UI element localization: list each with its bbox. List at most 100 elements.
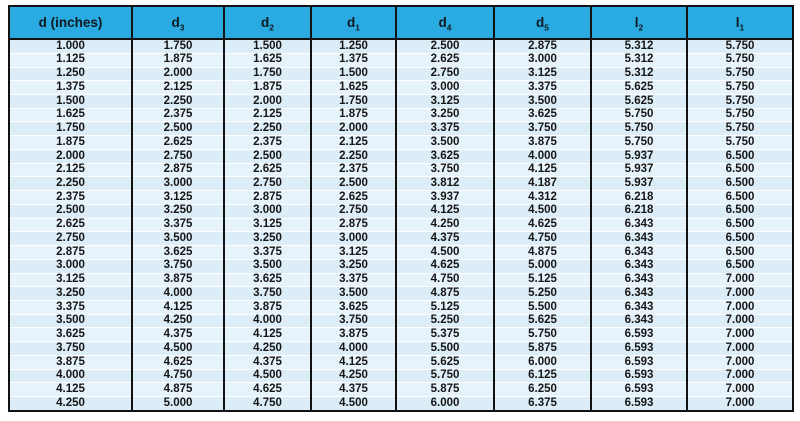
table-cell-d5: 2.875 bbox=[493, 39, 592, 54]
table-cell-d5: 4.750 bbox=[493, 231, 592, 247]
table-cell-d5: 4.187 bbox=[493, 176, 592, 192]
table-cell-l1: 7.000 bbox=[686, 355, 794, 370]
table-cell-l1: 7.000 bbox=[686, 382, 794, 398]
table-cell-d: 3.125 bbox=[8, 273, 133, 288]
table-cell-l1: 6.500 bbox=[686, 163, 794, 178]
table-cell-d1: 2.250 bbox=[310, 149, 397, 164]
table-cell-d4: 3.625 bbox=[395, 149, 495, 164]
table-cell-d1: 3.375 bbox=[310, 273, 397, 288]
table-cell-d3: 3.000 bbox=[131, 176, 225, 192]
column-header-subscript: 1 bbox=[739, 22, 745, 33]
table-cell-d: 1.375 bbox=[8, 80, 133, 95]
table-cell-d5: 6.000 bbox=[493, 355, 592, 370]
table-cell-l1: 5.750 bbox=[686, 121, 794, 137]
table-cell-d1: 4.500 bbox=[310, 396, 397, 413]
table-row: 1.500 2.250 2.000 1.750 3.125 3.500 5.625 5.750 bbox=[8, 94, 794, 109]
table-cell-d2: 4.750 bbox=[223, 396, 312, 413]
table-cell-d: 4.000 bbox=[8, 369, 133, 384]
table-cell-d4: 6.000 bbox=[395, 396, 495, 413]
table-cell-d3: 3.625 bbox=[131, 245, 225, 260]
table-cell-d3: 2.000 bbox=[131, 67, 225, 82]
table-cell-d2: 2.750 bbox=[223, 176, 312, 192]
table-row: 1.750 2.500 2.250 2.000 3.375 3.750 5.750 5.750 bbox=[8, 121, 794, 137]
table-cell-d: 3.875 bbox=[8, 355, 133, 370]
table-row: 1.125 1.875 1.625 1.375 2.625 3.000 5.312 5.750 bbox=[8, 53, 794, 68]
table-cell-d5: 4.625 bbox=[493, 218, 592, 233]
table-cell-d1: 2.875 bbox=[310, 218, 397, 233]
column-header-l1: l1 bbox=[686, 5, 794, 40]
table-cell-d3: 4.750 bbox=[131, 369, 225, 384]
column-header-subscript: 4 bbox=[446, 22, 452, 33]
table-cell-d3: 2.625 bbox=[131, 135, 225, 150]
table-cell-d3: 4.250 bbox=[131, 314, 225, 329]
table-cell-d3: 4.375 bbox=[131, 327, 225, 343]
table-header: d (inches) d3 d2 d1 d4 d5 l2 l1 bbox=[8, 5, 794, 40]
table-cell-l2: 5.750 bbox=[590, 121, 688, 137]
table-cell-l2: 6.593 bbox=[590, 369, 688, 384]
table-cell-d5: 4.500 bbox=[493, 204, 592, 219]
table-cell-l1: 7.000 bbox=[686, 369, 794, 384]
table-cell-d1: 1.500 bbox=[310, 67, 397, 82]
table-cell-d1: 4.375 bbox=[310, 382, 397, 398]
table-cell-d: 3.000 bbox=[8, 259, 133, 274]
table-cell-d4: 4.125 bbox=[395, 204, 495, 219]
table-cell-d: 4.125 bbox=[8, 382, 133, 398]
table-cell-d4: 5.250 bbox=[395, 314, 495, 329]
table-cell-l2: 5.312 bbox=[590, 67, 688, 82]
table-cell-d3: 1.750 bbox=[131, 39, 225, 54]
table-row: 4.000 4.750 4.500 4.250 5.750 6.125 6.593 7.000 bbox=[8, 369, 794, 384]
table-cell-l2: 5.625 bbox=[590, 80, 688, 95]
table-cell-d: 1.875 bbox=[8, 135, 133, 150]
table-cell-d4: 3.750 bbox=[395, 163, 495, 178]
table-cell-d4: 3.500 bbox=[395, 135, 495, 150]
table-cell-l2: 5.937 bbox=[590, 149, 688, 164]
table-cell-d1: 1.750 bbox=[310, 94, 397, 109]
table-cell-l1: 5.750 bbox=[686, 80, 794, 95]
table-cell-d1: 2.375 bbox=[310, 163, 397, 178]
table-row: 2.250 3.000 2.750 2.500 3.812 4.187 5.937 6.500 bbox=[8, 176, 794, 192]
table-cell-d4: 4.625 bbox=[395, 259, 495, 274]
table-cell-d5: 5.125 bbox=[493, 273, 592, 288]
table-cell-d5: 6.125 bbox=[493, 369, 592, 384]
column-header-d: d (inches) bbox=[8, 5, 133, 40]
table-cell-d3: 3.875 bbox=[131, 273, 225, 288]
column-header-d5: d5 bbox=[493, 5, 592, 40]
table-cell-d5: 4.875 bbox=[493, 245, 592, 260]
table-row: 2.125 2.875 2.625 2.375 3.750 4.125 5.937 6.500 bbox=[8, 163, 794, 178]
table-cell-d5: 3.500 bbox=[493, 94, 592, 109]
table-cell-l2: 5.750 bbox=[590, 108, 688, 123]
table-cell-l1: 7.000 bbox=[686, 273, 794, 288]
table-cell-d2: 3.125 bbox=[223, 218, 312, 233]
table-cell-d4: 3.812 bbox=[395, 176, 495, 192]
table-cell-d1: 2.500 bbox=[310, 176, 397, 192]
table-cell-l1: 7.000 bbox=[686, 341, 794, 356]
table-cell-d3: 2.750 bbox=[131, 149, 225, 164]
table-cell-l2: 6.343 bbox=[590, 273, 688, 288]
table-cell-d: 4.250 bbox=[8, 396, 133, 413]
table-cell-d: 3.625 bbox=[8, 327, 133, 343]
table-row: 3.250 4.000 3.750 3.500 4.875 5.250 6.343 7.000 bbox=[8, 286, 794, 301]
table-cell-d5: 4.312 bbox=[493, 190, 592, 205]
table-cell-d1: 3.125 bbox=[310, 245, 397, 260]
table-cell-d2: 1.875 bbox=[223, 80, 312, 95]
table-cell-d4: 5.750 bbox=[395, 369, 495, 384]
table-cell-d2: 3.250 bbox=[223, 231, 312, 247]
table-cell-d1: 4.250 bbox=[310, 369, 397, 384]
table-cell-d: 2.125 bbox=[8, 163, 133, 178]
table-cell-d3: 3.250 bbox=[131, 204, 225, 219]
table-cell-d5: 5.000 bbox=[493, 259, 592, 274]
table-cell-d: 1.000 bbox=[8, 39, 133, 54]
table-cell-d4: 5.500 bbox=[395, 341, 495, 356]
table-cell-d1: 2.125 bbox=[310, 135, 397, 150]
table-row: 3.500 4.250 4.000 3.750 5.250 5.625 6.343 7.000 bbox=[8, 314, 794, 329]
table-cell-d4: 3.125 bbox=[395, 94, 495, 109]
table-row: 2.625 3.375 3.125 2.875 4.250 4.625 6.343 6.500 bbox=[8, 218, 794, 233]
table-cell-d2: 4.500 bbox=[223, 369, 312, 384]
table-cell-d1: 3.000 bbox=[310, 231, 397, 247]
table-cell-d4: 4.250 bbox=[395, 218, 495, 233]
table-cell-d3: 3.750 bbox=[131, 259, 225, 274]
table-cell-d1: 2.750 bbox=[310, 204, 397, 219]
table-row: 1.875 2.625 2.375 2.125 3.500 3.875 5.750 5.750 bbox=[8, 135, 794, 150]
table-cell-l1: 6.500 bbox=[686, 231, 794, 247]
